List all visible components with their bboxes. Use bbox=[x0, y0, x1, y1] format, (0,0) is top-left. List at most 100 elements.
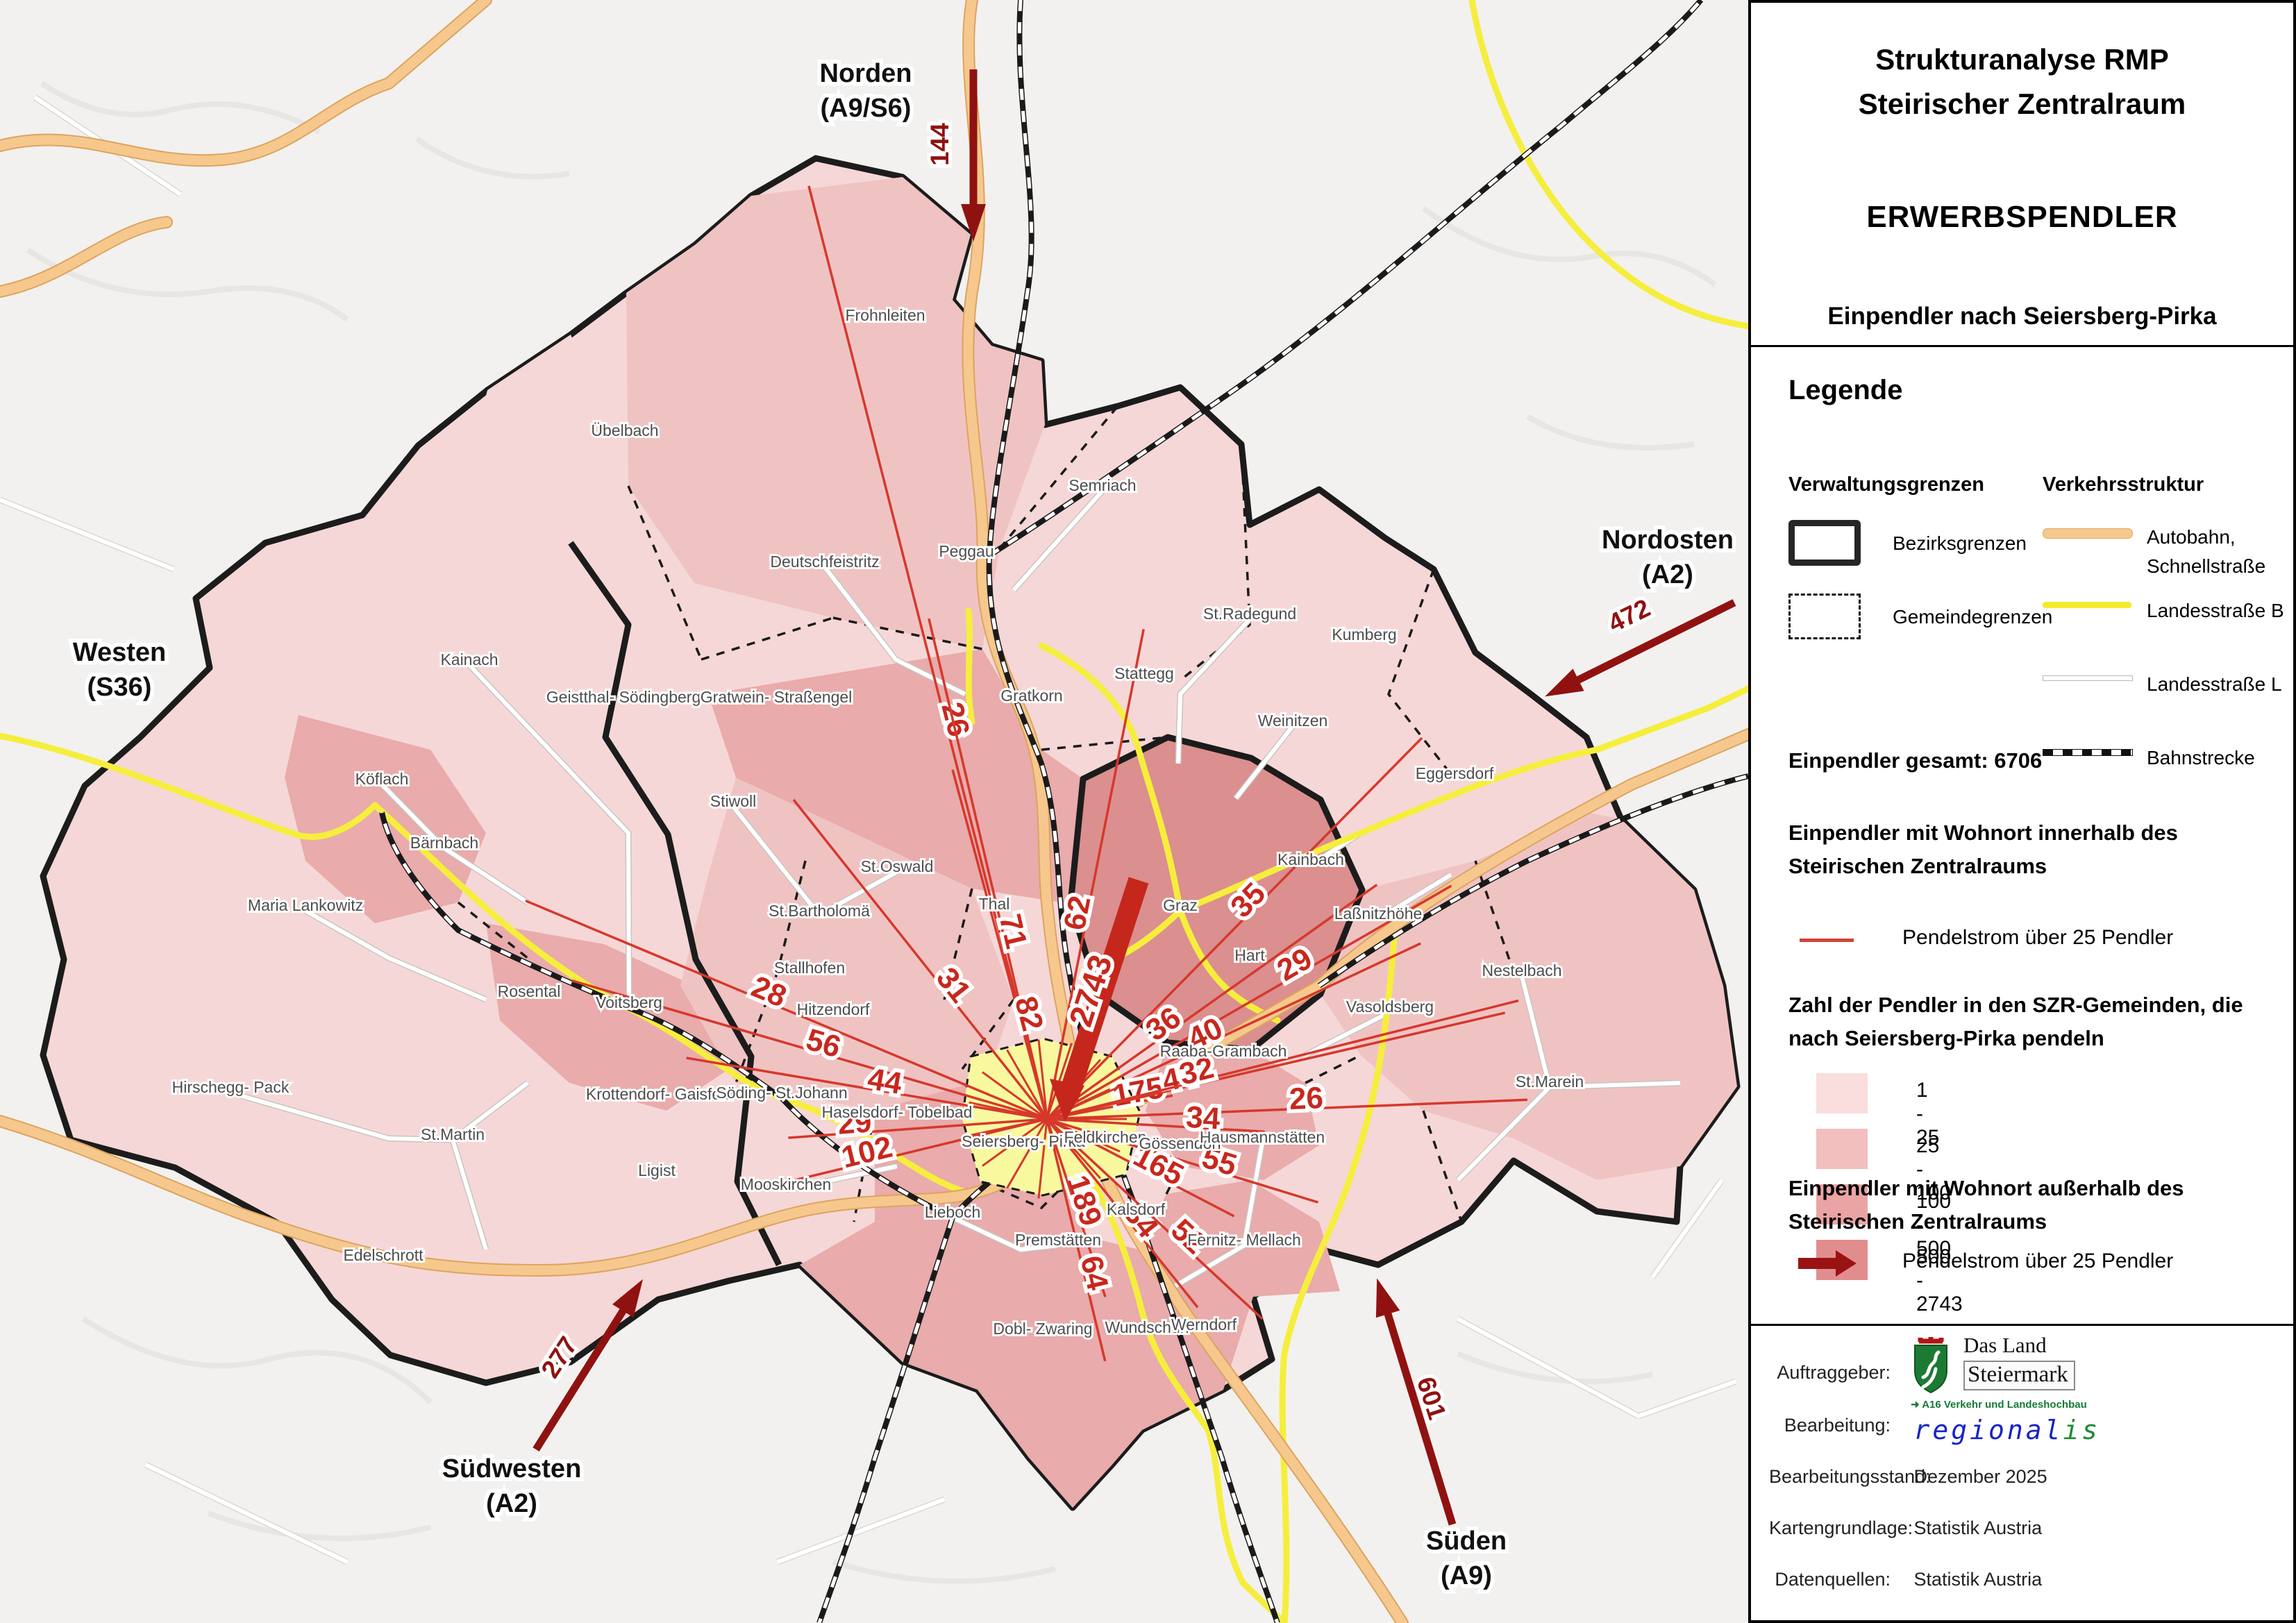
municipality-label: Fernitz- Mellach bbox=[1187, 1231, 1301, 1249]
road-l bbox=[1457, 1317, 1640, 1418]
external-flow-arrow bbox=[533, 1295, 635, 1452]
road-l bbox=[230, 1081, 529, 1143]
flow-line bbox=[1046, 1118, 1318, 1204]
road-l bbox=[1234, 725, 1295, 800]
municipality-label: Seiersberg- Pirka bbox=[962, 1132, 1085, 1150]
road-l bbox=[380, 782, 529, 905]
district-border bbox=[568, 541, 782, 1267]
road-l bbox=[1637, 1379, 1737, 1418]
flow-fan-ray bbox=[1046, 1085, 1121, 1120]
municipal-border bbox=[853, 1110, 876, 1222]
municipality-label: Söding- St.Johann bbox=[716, 1084, 847, 1102]
flow-line bbox=[1046, 884, 1452, 1120]
footer-row-auftraggeber: Auftraggeber: bbox=[1769, 1362, 2283, 1384]
railway-dash bbox=[987, 0, 1280, 1623]
regionalis-logo: regionalis bbox=[1913, 1415, 2101, 1445]
flow-line bbox=[951, 769, 1048, 1120]
logo-a16-subline: ➜ A16 Verkehr und Landeshochbau bbox=[1911, 1399, 2087, 1411]
flow-line bbox=[1046, 1118, 1264, 1320]
motorway bbox=[0, 217, 171, 296]
municipal-border bbox=[1474, 860, 1515, 973]
motorway bbox=[963, 0, 1407, 1623]
road-l bbox=[731, 805, 898, 918]
flow-line bbox=[1046, 1098, 1527, 1120]
inner-commuters-heading: Einpendler mit Wohnort innerhalb des Ste… bbox=[1788, 821, 2178, 878]
legend-traffic-item: Landesstraße B bbox=[2043, 600, 2293, 644]
municipality-label: St.Radegund bbox=[1203, 605, 1296, 623]
legend-traffic-item-label: Landesstraße L bbox=[2147, 673, 2282, 695]
external-flow-arrowhead bbox=[1545, 668, 1584, 697]
road-l bbox=[144, 1463, 349, 1564]
external-flow-number: 144 bbox=[925, 123, 954, 166]
daten-value: Statistik Austria bbox=[1913, 1569, 2043, 1590]
flow-line bbox=[807, 185, 1048, 1120]
road-b bbox=[1468, 0, 1752, 330]
road-l bbox=[776, 1497, 946, 1564]
direction-label: Süden bbox=[1426, 1527, 1507, 1556]
outer-flow-label: Pendelstrom über 25 Pendler bbox=[1902, 1250, 2174, 1272]
terrain-ridge bbox=[832, 1559, 1056, 1584]
municipality-class-area bbox=[680, 777, 1014, 1111]
terrain-ridge bbox=[1421, 205, 1717, 287]
municipal-border bbox=[1305, 1054, 1361, 1084]
municipality-label: Kainach bbox=[440, 650, 498, 668]
road-l bbox=[1650, 1179, 1724, 1279]
outer-flow-arrow-sample bbox=[1798, 1250, 1857, 1277]
flow-line bbox=[1046, 942, 1421, 1120]
road-l bbox=[0, 498, 175, 571]
outer-commuters-heading: Einpendler mit Wohnort außerhalb des Ste… bbox=[1788, 1176, 2184, 1234]
legend-traffic-item: Autobahn, Schnellstraße bbox=[2043, 526, 2293, 577]
external-flow-arrowhead bbox=[961, 203, 986, 242]
flow-line bbox=[1046, 629, 1145, 1120]
flow-line bbox=[1046, 1011, 1505, 1120]
side-panel bbox=[1748, 0, 2296, 1623]
road-b bbox=[371, 802, 975, 1197]
terrain-ridge bbox=[26, 247, 349, 322]
municipality-label: Premstätten bbox=[1015, 1231, 1101, 1249]
logo-steiermark: Steiermark bbox=[1963, 1361, 2075, 1390]
karte-label: Kartengrundlage: bbox=[1769, 1517, 1913, 1538]
road-l bbox=[467, 663, 631, 1009]
steiermark-shield-icon bbox=[1914, 1337, 1947, 1394]
footer-row-bearbeitung: Bearbeitung: regionalis bbox=[1769, 1415, 2283, 1445]
map-area[interactable]: 26 71 62 35 31 82 36 29 40 28 56 44 175 44 32 26 34 29 102… bbox=[0, 0, 1754, 1623]
municipality-label: Maria Lankowitz bbox=[248, 896, 363, 914]
municipality-label: Edelschrott bbox=[343, 1246, 424, 1264]
municipality-label: Voitsberg bbox=[596, 993, 662, 1011]
road-b bbox=[1279, 920, 1399, 1623]
class-range-label: 25 - 100 bbox=[1916, 1134, 1952, 1204]
legend-traffic-column: Verkehrsstruktur Autobahn, Schnellstraße… bbox=[2043, 473, 2293, 791]
flow-line bbox=[1046, 1118, 1235, 1218]
class-color-swatch bbox=[1816, 1073, 1868, 1113]
page-title-line1: Strukturanalyse RMP bbox=[1875, 43, 2169, 76]
flow-line bbox=[1046, 1118, 1107, 1362]
road-l bbox=[1165, 1142, 1264, 1293]
flow-number: 44 bbox=[865, 1061, 905, 1101]
road-l bbox=[304, 909, 487, 1002]
direction-label: Westen bbox=[73, 638, 166, 667]
flow-line bbox=[1046, 1118, 1199, 1309]
road-l bbox=[1012, 489, 1105, 592]
flow-line bbox=[928, 618, 1048, 1120]
municipality-label: St.Oswald bbox=[861, 857, 934, 875]
municipality-label: Kainbach bbox=[1277, 850, 1344, 868]
road-b bbox=[1038, 642, 1184, 914]
legend-admin-item: Gemeindegrenzen bbox=[1788, 594, 2052, 644]
flow-line bbox=[788, 1118, 1048, 1139]
road-b bbox=[1177, 685, 1752, 914]
flow-fan-ray bbox=[1006, 1118, 1048, 1189]
flow-fan-ray bbox=[1006, 1049, 1048, 1120]
direction-road-label: (S36) bbox=[87, 673, 152, 702]
municipality-label: Nestelbach bbox=[1482, 961, 1561, 979]
municipality-label: Gössendorf bbox=[1139, 1134, 1223, 1152]
municipal-border bbox=[943, 888, 973, 1000]
class-range-label: 1 - 25 bbox=[1916, 1079, 1940, 1149]
municipality-label: Frohnleiten bbox=[845, 306, 925, 324]
municipal-border bbox=[1387, 569, 1456, 780]
direction-road-label: (A9) bbox=[1441, 1561, 1492, 1590]
graz-flow-arrowhead bbox=[1050, 1079, 1084, 1122]
municipality-label: Semriach bbox=[1069, 476, 1136, 494]
road-l bbox=[823, 566, 966, 696]
stand-label: Bearbeitungsstand: bbox=[1769, 1466, 1931, 1487]
